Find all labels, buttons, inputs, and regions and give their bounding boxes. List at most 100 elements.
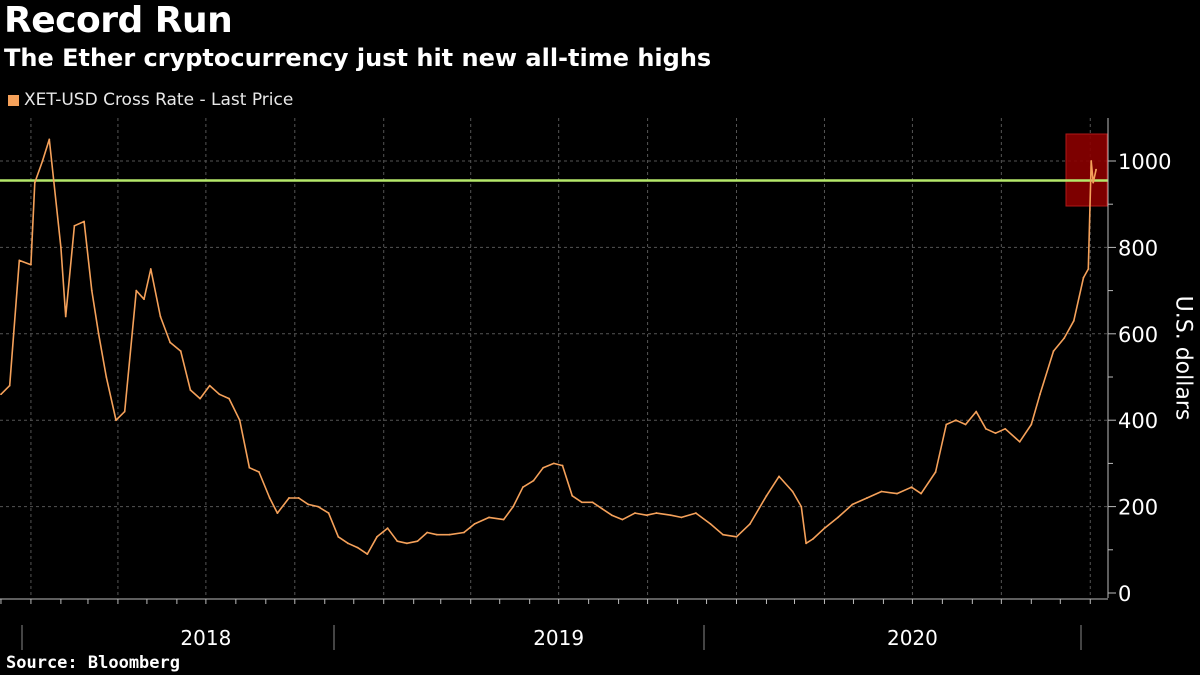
data-point — [811, 538, 814, 540]
data-point — [945, 423, 948, 426]
data-point — [1063, 337, 1066, 340]
data-point — [143, 298, 145, 301]
axes-group: 0 200 400 600 800 1000 2018 2019 2020 — [0, 118, 1171, 650]
data-point — [1092, 181, 1095, 184]
data-point — [30, 263, 32, 266]
data-point — [1004, 427, 1007, 430]
y-axis-label: U.S. dollars — [1170, 295, 1196, 421]
data-point — [448, 533, 451, 536]
data-point — [199, 397, 201, 400]
x-tick-label: 2019 — [533, 626, 584, 650]
data-point — [964, 423, 967, 426]
data-point — [97, 332, 100, 335]
data-point — [610, 514, 613, 517]
data-point — [735, 535, 738, 538]
data-point — [435, 533, 438, 536]
y-tick-label: 0 — [1118, 582, 1131, 606]
legend-swatch — [8, 94, 19, 106]
data-point — [327, 512, 330, 514]
data-point — [276, 512, 279, 514]
y-tick-label: 200 — [1118, 496, 1158, 520]
data-point — [159, 315, 162, 318]
data-point — [366, 553, 369, 556]
data-point — [571, 494, 574, 497]
data-point — [749, 522, 751, 525]
highlight-group — [1065, 133, 1108, 207]
data-point — [1072, 319, 1075, 322]
data-point — [580, 501, 583, 504]
data-point — [805, 542, 808, 545]
data-point — [1087, 268, 1090, 270]
data-point — [512, 505, 515, 508]
data-point — [866, 497, 868, 499]
data-point — [90, 289, 93, 292]
data-point — [208, 384, 211, 387]
source-note: Source: Bloomberg — [6, 653, 180, 673]
data-point — [778, 475, 780, 478]
chart-title: Record Run — [4, 0, 233, 41]
data-point — [48, 138, 51, 141]
legend: XET-USD Cross Rate - Last Price — [8, 90, 293, 110]
data-point — [248, 466, 251, 469]
data-point — [356, 546, 359, 549]
data-point — [463, 531, 465, 534]
data-point — [591, 501, 594, 504]
data-point — [1090, 160, 1093, 162]
y-tick-label: 1000 — [1118, 150, 1171, 174]
data-point — [179, 350, 182, 352]
data-point — [655, 512, 658, 514]
data-point — [228, 397, 230, 400]
data-point — [288, 497, 290, 499]
data-point — [934, 471, 937, 473]
series-group — [0, 138, 1097, 556]
data-point — [488, 516, 490, 519]
data-point — [680, 516, 683, 519]
data-point — [41, 160, 44, 162]
data-point — [920, 492, 923, 495]
data-point — [307, 503, 310, 506]
data-point — [984, 427, 987, 430]
data-point — [1052, 350, 1055, 352]
data-point — [1039, 393, 1041, 396]
data-point — [317, 505, 319, 508]
data-point — [1082, 276, 1085, 279]
data-point — [765, 494, 768, 497]
x-tick-label: 2020 — [887, 626, 938, 650]
data-point — [823, 527, 826, 530]
data-point — [709, 522, 712, 525]
data-point — [258, 471, 260, 473]
data-point — [1018, 440, 1021, 443]
data-point — [149, 268, 152, 270]
data-point — [426, 531, 429, 534]
data-point — [552, 462, 555, 465]
data-point — [910, 486, 913, 489]
data-point — [473, 522, 476, 525]
data-point — [189, 389, 192, 391]
data-point — [601, 507, 604, 510]
data-point — [0, 393, 2, 396]
data-point — [522, 486, 524, 489]
y-tick-label: 800 — [1118, 236, 1158, 260]
data-point — [59, 246, 62, 249]
data-point — [135, 289, 138, 292]
data-point — [1030, 423, 1033, 426]
data-point — [975, 410, 978, 413]
grid-lines — [0, 118, 1108, 598]
data-point — [416, 540, 419, 543]
data-point — [1095, 168, 1097, 171]
data-point — [722, 533, 724, 536]
data-point — [18, 259, 21, 262]
data-point — [396, 540, 399, 543]
data-point — [73, 224, 76, 227]
data-point — [386, 527, 389, 530]
data-point — [376, 535, 378, 538]
legend-label: XET-USD Cross Rate - Last Price — [24, 90, 294, 110]
series-line — [0, 138, 1097, 555]
data-point — [123, 410, 126, 413]
data-point — [406, 542, 408, 545]
highlight-box — [1065, 133, 1108, 207]
data-point — [169, 341, 172, 344]
data-point — [800, 505, 803, 508]
data-point — [105, 376, 108, 378]
